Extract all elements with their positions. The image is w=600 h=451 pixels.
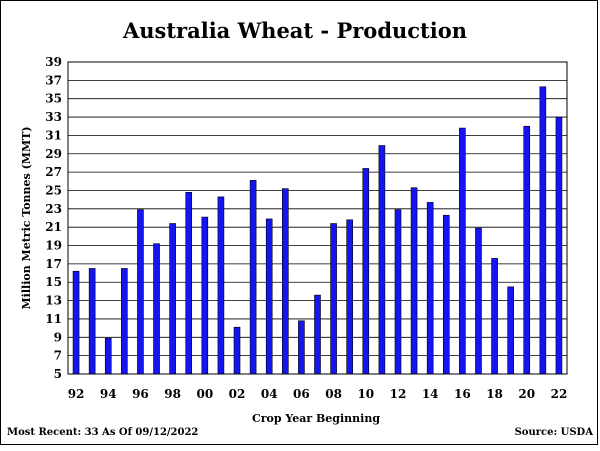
bar-22 xyxy=(555,116,563,375)
y-tick-label: 5 xyxy=(54,367,62,381)
x-tick-label: 14 xyxy=(422,387,439,401)
y-tick-label: 33 xyxy=(45,110,62,124)
bar-96 xyxy=(137,209,144,375)
bar-05 xyxy=(282,188,289,375)
x-tick-label: 12 xyxy=(390,387,407,401)
x-tick-label: 92 xyxy=(68,387,85,401)
y-tick-label: 9 xyxy=(54,330,62,344)
y-tick-label: 7 xyxy=(54,349,62,363)
bar-93 xyxy=(88,268,96,375)
x-tick-label: 06 xyxy=(293,387,310,401)
y-tick-label: 17 xyxy=(45,257,62,271)
x-tick-label: 08 xyxy=(325,387,342,401)
x-tick-label: 22 xyxy=(551,387,568,401)
bar-18 xyxy=(491,258,498,375)
bar-02 xyxy=(233,326,241,375)
x-tick-label: 18 xyxy=(486,387,503,401)
bar-09 xyxy=(346,219,353,375)
bar-95 xyxy=(121,268,128,375)
bar-94 xyxy=(104,337,112,375)
bar-07 xyxy=(314,294,321,375)
y-tick-label: 21 xyxy=(45,220,62,234)
bars xyxy=(72,86,563,375)
x-tick-labels: 92 94 96 98 00 02 04 06 08 10 12 14 16 18 20 22 xyxy=(68,387,568,401)
bar-08 xyxy=(330,223,337,375)
x-tick-label: 10 xyxy=(357,387,374,401)
bar-00 xyxy=(201,216,209,375)
x-tick-label: 04 xyxy=(261,387,278,401)
x-tick-label: 00 xyxy=(196,387,213,401)
y-tick-label: 23 xyxy=(45,202,62,216)
x-tick-label: 02 xyxy=(229,387,246,401)
bar-14 xyxy=(426,202,434,375)
chart-title: Australia Wheat - Production xyxy=(122,18,467,43)
footer-source: Source: USDA xyxy=(515,427,594,438)
y-tick-label: 13 xyxy=(45,294,62,308)
y-tick-label: 27 xyxy=(45,165,62,179)
y-tick-label: 31 xyxy=(45,128,62,142)
x-tick-label: 16 xyxy=(454,387,471,401)
bar-15 xyxy=(442,214,450,375)
plot-area-border xyxy=(67,61,568,375)
bar-21 xyxy=(539,86,547,375)
bar-13 xyxy=(410,187,418,375)
bar-06 xyxy=(298,320,305,375)
bar-98 xyxy=(169,223,176,375)
y-tick-label: 29 xyxy=(45,147,62,161)
y-tick-label: 35 xyxy=(45,92,62,106)
bar-99 xyxy=(185,192,193,375)
bar-12 xyxy=(394,209,402,375)
y-tick-label: 39 xyxy=(45,55,62,69)
y-axis-label: Million Metric Tonnes (MMT) xyxy=(20,126,33,309)
x-tick-label: 20 xyxy=(518,387,535,401)
y-tick-label: 19 xyxy=(45,239,62,253)
bar-16 xyxy=(459,127,466,375)
x-axis-label: Crop Year Beginning xyxy=(252,412,380,425)
y-tick-label: 11 xyxy=(45,312,62,326)
y-tick-label: 15 xyxy=(45,275,62,289)
bar-04 xyxy=(265,218,273,375)
bar-03 xyxy=(249,180,257,375)
bar-17 xyxy=(475,227,482,375)
y-tick-label: 37 xyxy=(45,73,62,87)
y-tick-label: 25 xyxy=(45,183,62,197)
x-tick-label: 94 xyxy=(100,387,117,401)
footer-most-recent: Most Recent: 33 As Of 09/12/2022 xyxy=(7,427,198,438)
bar-01 xyxy=(217,196,225,375)
bar-97 xyxy=(153,243,160,375)
bar-92 xyxy=(72,270,80,375)
bar-19 xyxy=(507,286,514,375)
bar-20 xyxy=(523,125,531,375)
bar-11 xyxy=(378,145,386,375)
x-tick-label: 96 xyxy=(132,387,149,401)
y-tick-labels: 5 7 9 11 13 15 17 19 21 23 25 27 29 31 33 35 37 39 xyxy=(45,55,62,381)
bar-10 xyxy=(362,168,370,375)
x-tick-label: 98 xyxy=(164,387,181,401)
